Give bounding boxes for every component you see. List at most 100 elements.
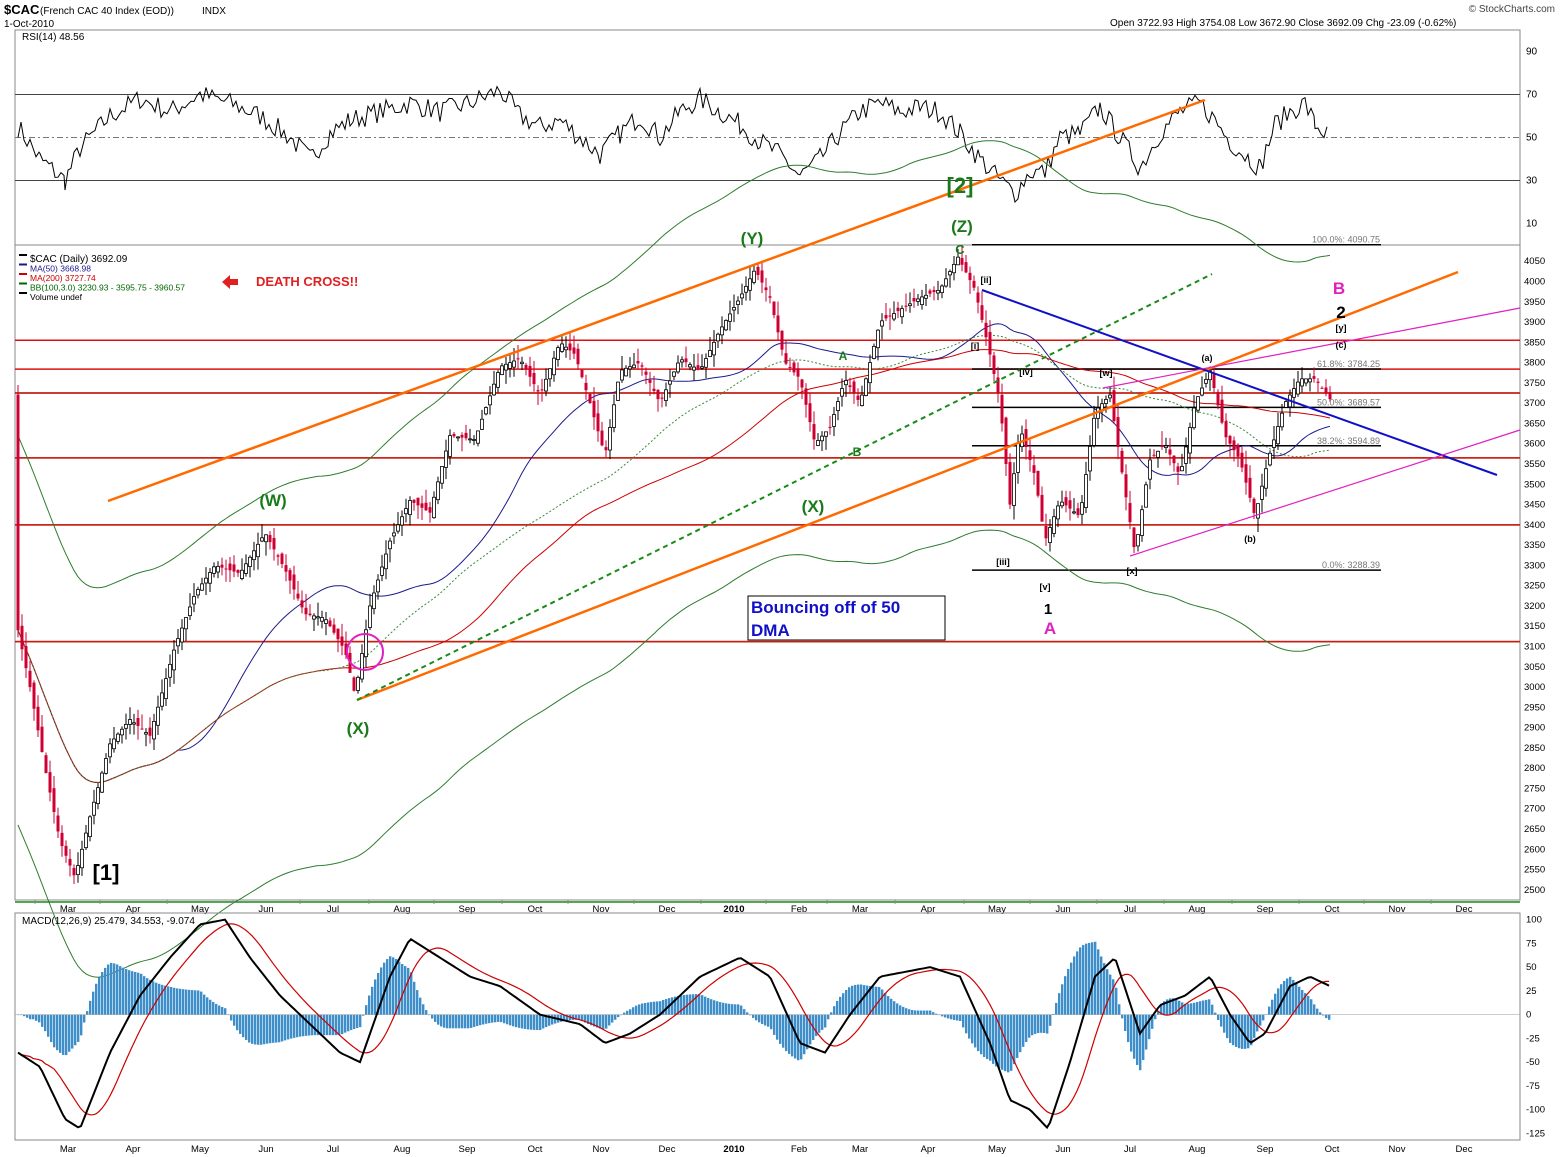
macd-histogram-bar	[206, 997, 209, 1015]
x-tick-label: Sep	[459, 904, 476, 915]
price-tick-label: 2600	[1524, 844, 1545, 855]
candle-body	[732, 307, 736, 311]
macd-tick-label: 75	[1526, 938, 1537, 949]
candle-body	[644, 371, 648, 375]
candle-body	[536, 390, 540, 392]
macd-histogram-bar	[50, 1014, 53, 1043]
macd-histogram-bar	[1223, 1014, 1226, 1033]
wave-label: (Y)	[741, 229, 764, 248]
candle-body	[864, 378, 868, 396]
macd-histogram-bar	[1319, 1012, 1322, 1015]
candle-body	[1132, 527, 1136, 548]
candle-body	[1088, 446, 1092, 472]
candle-body	[1192, 407, 1196, 429]
macd-histogram-bar	[65, 1014, 68, 1056]
candle-body	[972, 280, 976, 288]
macd-histogram-bar	[293, 1014, 296, 1038]
price-tick-label: 3300	[1524, 560, 1545, 571]
macd-histogram-bar	[908, 1009, 911, 1015]
candle-body	[364, 629, 368, 658]
macd-histogram-bar	[761, 1014, 764, 1025]
candle-body	[184, 617, 188, 630]
rsi-tick-label: 30	[1526, 176, 1538, 187]
candle-body	[1216, 392, 1220, 406]
macd-histogram-bar	[236, 1014, 239, 1031]
candle-body	[236, 570, 240, 573]
macd-histogram-bar	[1112, 979, 1115, 1015]
candle-body	[948, 271, 952, 276]
candle-body	[1044, 526, 1048, 539]
candle-body	[1028, 450, 1032, 460]
candle-body	[560, 343, 564, 352]
macd-histogram-bar	[431, 1014, 434, 1019]
candle-body	[1068, 500, 1072, 509]
candle-body	[880, 320, 884, 327]
macd-histogram-bar	[587, 1014, 590, 1025]
candle-body	[696, 365, 700, 370]
candle-body	[192, 596, 196, 605]
macd-histogram-bar	[794, 1014, 797, 1059]
wave-label: [w]	[1100, 368, 1113, 378]
macd-histogram-bar	[1127, 1014, 1130, 1043]
macd-histogram-bar	[1259, 1014, 1262, 1026]
macd-histogram-bar	[179, 988, 182, 1015]
candle-body	[992, 355, 996, 374]
price-tick-label: 3900	[1524, 317, 1545, 328]
x-tick-label: Feb	[791, 904, 807, 915]
candle-body	[428, 507, 432, 513]
candle-body	[1304, 378, 1308, 384]
macd-histogram-bar	[872, 986, 875, 1015]
candle-body	[548, 368, 552, 380]
candle-body	[876, 329, 880, 349]
macd-histogram-bar	[1052, 1013, 1055, 1015]
macd-histogram-bar	[272, 1014, 275, 1043]
candle-body	[156, 706, 160, 726]
magenta-upper-line	[1102, 307, 1521, 389]
macd-histogram-bar	[1262, 1014, 1265, 1021]
candle-body	[576, 348, 580, 365]
macd-histogram-bar	[851, 985, 854, 1015]
candle-body	[904, 305, 908, 307]
fib-label: 50.0%: 3689.57	[1317, 397, 1380, 407]
candle-body	[980, 305, 984, 320]
candle-body	[1232, 440, 1236, 451]
macd-histogram-bar	[188, 989, 191, 1015]
macd-tick-label: 0	[1526, 1010, 1531, 1021]
macd-histogram-bar	[707, 997, 710, 1015]
wave-label: [1]	[93, 860, 120, 885]
macd-histogram-bar	[671, 997, 674, 1015]
candle-body	[676, 362, 680, 373]
macd-histogram-bar	[599, 1014, 602, 1029]
candle-body	[720, 326, 724, 336]
candle-body	[232, 564, 236, 572]
candle-body	[452, 433, 456, 437]
macd-histogram-bar	[323, 1014, 326, 1036]
macd-histogram-bar	[776, 1014, 779, 1040]
candle-body	[356, 676, 360, 691]
candle-body	[256, 543, 260, 558]
price-panel: 4050 4000 3950 3900 3850 3800 3750 3700 3650 3600…	[14, 98, 1545, 978]
macd-histogram-bar	[194, 990, 197, 1015]
macd-histogram-bar	[41, 1014, 44, 1027]
macd-histogram-bar	[944, 1014, 947, 1018]
candle-body	[288, 570, 292, 581]
wave-label: (b)	[1244, 534, 1256, 544]
macd-histogram-bar	[1106, 969, 1109, 1015]
candle-body	[456, 436, 460, 439]
macd-histogram-bar	[1118, 1004, 1121, 1015]
candle-body	[796, 368, 800, 377]
macd-histogram-bar	[1256, 1014, 1259, 1032]
macd-histogram-bar	[815, 1014, 818, 1037]
macd-histogram-bar	[290, 1014, 293, 1039]
macd-histogram-bar	[416, 990, 419, 1015]
x-tick-label: Jun	[1055, 1144, 1070, 1155]
macd-histogram-bar	[488, 1014, 491, 1024]
candle-body	[672, 371, 676, 377]
macd-histogram-bar	[1286, 978, 1289, 1015]
rsi-tick-label: 10	[1526, 219, 1538, 230]
candle-body	[928, 290, 932, 294]
macd-histogram-bar	[635, 1005, 638, 1015]
price-tick-label: 2500	[1524, 885, 1545, 896]
macd-histogram-bar	[803, 1014, 806, 1055]
macd-histogram-bar	[29, 1014, 32, 1020]
